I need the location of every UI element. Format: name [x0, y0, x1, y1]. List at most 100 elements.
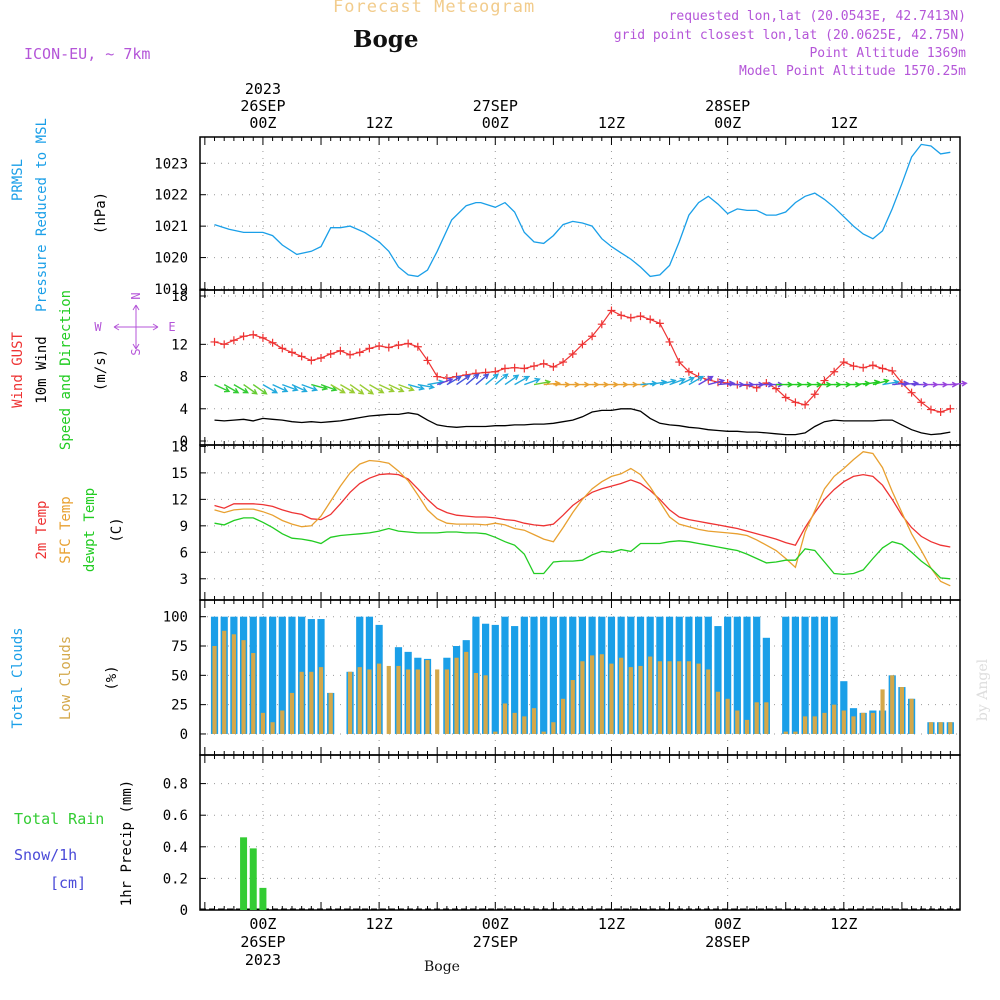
- low-cloud-bar: [464, 651, 469, 734]
- low-cloud-bar: [638, 665, 643, 734]
- low-cloud-bar: [270, 722, 275, 734]
- total-cloud-bar: [830, 616, 838, 734]
- gust-marker: [578, 340, 587, 349]
- low-cloud-bar: [347, 671, 353, 734]
- total-cloud-bar: [278, 616, 286, 734]
- low-cloud-bar: [231, 634, 236, 734]
- gust-marker: [433, 372, 442, 381]
- low-cloud-bar: [551, 722, 556, 734]
- low-cloud-bar: [783, 731, 788, 734]
- gust-marker: [384, 343, 393, 352]
- compass-south: S: [129, 348, 143, 355]
- wind-direction-arrow: [708, 378, 726, 386]
- gust-marker: [268, 338, 277, 347]
- gust-marker: [878, 364, 887, 373]
- wind-direction-arrow: [698, 375, 714, 386]
- rain-bar: [249, 848, 257, 910]
- low-cloud-bar: [289, 692, 295, 734]
- low-cloud-bar: [473, 672, 479, 734]
- wind-direction-arrow: [436, 377, 454, 386]
- y-tick-label: 0: [180, 903, 188, 919]
- wind-direction-arrow: [465, 373, 480, 386]
- low-cloud-bar: [899, 687, 905, 734]
- gust-marker: [684, 367, 693, 376]
- wind-panel: 0 4 8 12 18: [171, 289, 961, 450]
- low-cloud-bar: [841, 710, 846, 734]
- low-cloud-bar: [686, 661, 692, 734]
- top-time-label: 12Z: [366, 114, 393, 132]
- low-cloud-bar: [212, 646, 217, 734]
- low-cloud-bar: [619, 657, 624, 734]
- y-tick-label: 1023: [154, 156, 188, 172]
- wind-direction-arrow: [243, 384, 258, 395]
- gust-marker: [346, 350, 355, 359]
- gust-marker: [868, 361, 877, 370]
- top-time-label: 00Z: [714, 114, 741, 132]
- hpa-unit-label: (hPa): [93, 192, 109, 234]
- rain-bar: [240, 837, 248, 910]
- low-cloud-bar: [386, 665, 391, 734]
- total-cloud-bar: [762, 637, 770, 734]
- wind-direction-arrow: [330, 383, 346, 394]
- gust-marker: [365, 344, 374, 353]
- temp-unit-label: (C): [109, 517, 125, 542]
- low-cloud-bar: [706, 669, 711, 734]
- wind-direction-arrow: [272, 383, 289, 393]
- wind-direction-arrow: [233, 383, 249, 394]
- gust-marker: [307, 356, 316, 365]
- low-cloud-bar: [890, 675, 895, 734]
- low-cloud-bar: [754, 702, 759, 734]
- prmsl-label: PRMSL: [10, 159, 26, 201]
- wind-direction-arrow: [524, 377, 541, 386]
- low-cloud-bar: [435, 669, 440, 734]
- total-cloud-bar: [269, 616, 277, 734]
- low-cloud-bar: [677, 661, 682, 734]
- y-tick-label: 18: [171, 289, 188, 305]
- y-tick-label: 1021: [154, 219, 188, 235]
- total-cloud-bar: [530, 616, 538, 734]
- gust-marker: [743, 381, 752, 390]
- wind-direction-arrow: [417, 383, 436, 390]
- low-cloud-bar: [928, 722, 934, 734]
- total-cloud-bar: [569, 616, 577, 734]
- wind-direction-arrow: [398, 383, 415, 392]
- y-tick-label: 1020: [154, 251, 188, 267]
- wind-direction-arrow: [408, 383, 426, 391]
- gust-marker: [249, 330, 258, 339]
- wind-direction-arrow: [291, 383, 308, 393]
- gust-marker: [229, 336, 238, 345]
- snow-unit-label: [cm]: [50, 874, 86, 892]
- footer-location: Boge: [424, 959, 460, 975]
- gust-marker: [675, 358, 684, 367]
- total-clouds-label: Total Clouds: [10, 627, 26, 728]
- low-cloud-bar: [696, 663, 701, 734]
- wind-direction-arrow: [456, 374, 471, 386]
- top-time-label: 28SEP: [705, 97, 750, 115]
- wind-direction-arrow: [892, 380, 910, 387]
- gust-marker: [655, 319, 664, 328]
- gust-marker: [568, 350, 577, 358]
- rain-bar: [259, 887, 267, 910]
- low-cloud-bar: [531, 708, 537, 734]
- gust-marker: [849, 362, 858, 371]
- compass-north: N: [129, 292, 143, 299]
- gust-marker: [239, 332, 248, 341]
- wind-direction-arrow: [214, 383, 231, 393]
- wind-speed-line: [214, 408, 951, 436]
- total-cloud-bar: [259, 616, 267, 734]
- low-cloud-bar: [909, 698, 914, 734]
- low-cloud-bar: [812, 716, 817, 734]
- panel-frame: [199, 754, 961, 911]
- low-cloud-bar: [328, 692, 333, 734]
- y-tick-label: 18: [171, 439, 188, 455]
- gust-marker: [830, 367, 839, 376]
- clouds-unit-label: (%): [104, 665, 120, 690]
- low-cloud-bar: [802, 716, 808, 734]
- wind-direction-arrow: [369, 383, 385, 394]
- compass-arrows: [113, 304, 159, 350]
- top-time-label: 2023: [245, 80, 281, 98]
- y-tick-label: 100: [163, 610, 188, 626]
- total-cloud-bar: [724, 616, 732, 734]
- total-cloud-bar: [820, 616, 829, 734]
- wind-direction-arrow: [678, 376, 695, 386]
